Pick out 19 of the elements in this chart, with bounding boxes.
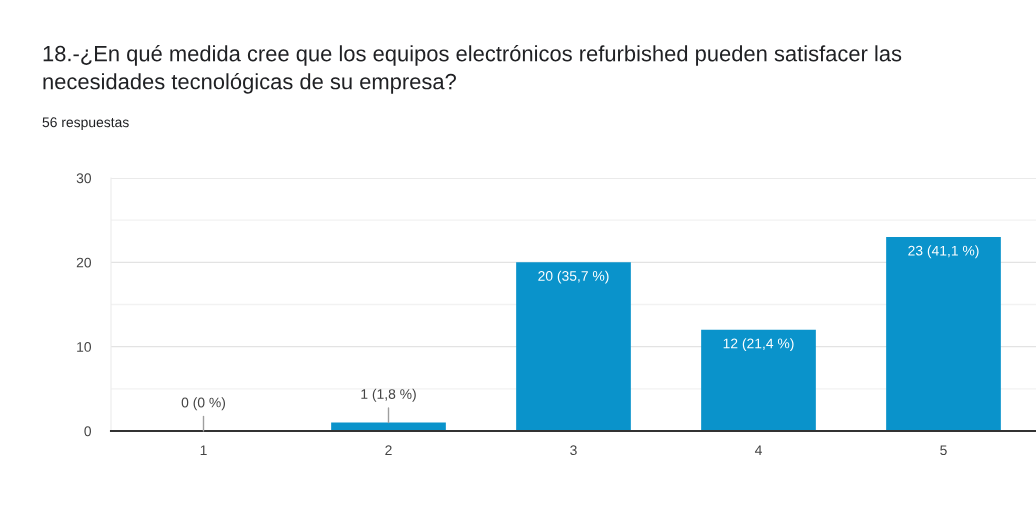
- bar: [516, 262, 631, 431]
- x-tick-label: 4: [754, 445, 762, 455]
- data-label: 0 (0 %): [181, 397, 226, 411]
- data-label: 23 (41,1 %): [908, 245, 979, 259]
- chart-subtitle: 56 respuestas: [42, 117, 129, 130]
- y-tick-label: 20: [76, 257, 92, 268]
- data-label: 1 (1,8 %): [361, 388, 416, 402]
- chart-title: 18.-¿En qué medida cree que los equipos electrónicos refurbished pueden satisfacer las necesidades tecnológicas de su empresa?: [43, 45, 902, 94]
- bar: [886, 237, 1001, 431]
- x-tick-label: 5: [940, 445, 947, 456]
- x-tick-label: 1: [200, 445, 207, 455]
- x-tick-label: 2: [385, 445, 392, 455]
- y-tick-label: 30: [76, 173, 92, 184]
- data-label: 12 (21,4 %): [723, 338, 794, 352]
- y-tick-label: 10: [77, 342, 92, 352]
- y-tick-label: 0: [84, 426, 92, 437]
- data-label: 20 (35,7 %): [538, 270, 609, 284]
- x-tick-label: 3: [570, 445, 577, 456]
- bar: [701, 329, 816, 431]
